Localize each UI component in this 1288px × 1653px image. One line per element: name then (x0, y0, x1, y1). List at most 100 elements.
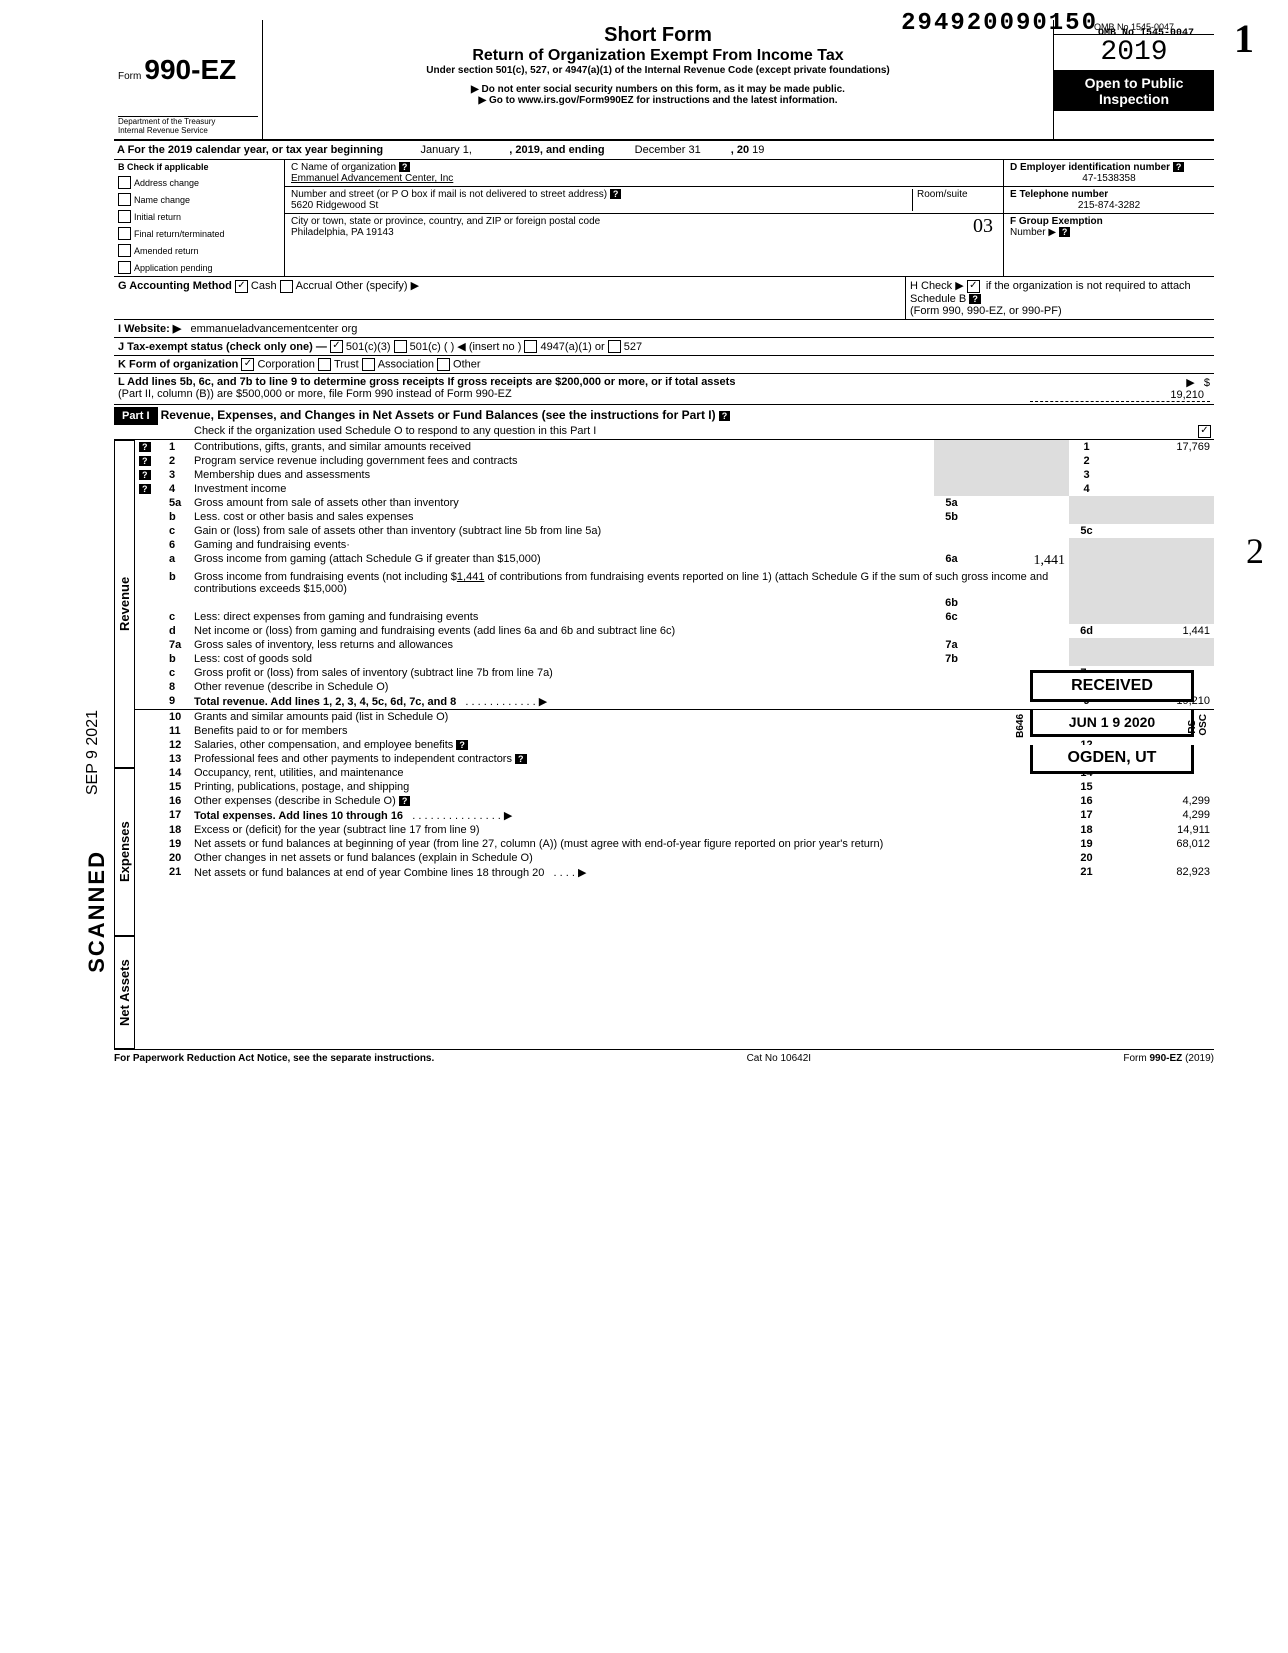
open-public-1: Open to Public (1058, 75, 1210, 91)
instruction-url: ▶ Go to www.irs.gov/Form990EZ for instru… (271, 95, 1045, 106)
line-16-value: 4,299 (1104, 794, 1214, 808)
revenue-side-label: Revenue (114, 440, 135, 768)
line-13-desc: Professional fees and other payments to … (194, 753, 512, 765)
line-18-desc: Excess or (deficit) for the year (subtra… (190, 823, 1069, 837)
expenses-side-label: Expenses (114, 768, 135, 936)
line-12-desc: Salaries, other compensation, and employ… (194, 739, 453, 751)
help-icon: ? (610, 189, 622, 199)
received-stamp: RECEIVED (1030, 670, 1194, 702)
checkbox-initial-return[interactable] (118, 210, 131, 223)
form-number: 990-EZ (144, 54, 236, 85)
help-icon: ? (399, 162, 411, 172)
scanned-stamp: SCANNED (84, 850, 110, 973)
checkbox-501c[interactable] (394, 340, 407, 353)
section-l: L Add lines 5b, 6c, and 7b to line 9 to … (114, 374, 1026, 404)
room-suite-label: Room/suite (912, 189, 997, 211)
checkbox-name-change[interactable] (118, 193, 131, 206)
city-label: City or town, state or province, country… (291, 216, 600, 227)
help-icon: ? (1059, 227, 1071, 237)
ein-value: 47-1538358 (1010, 173, 1208, 184)
netassets-side-label: Net Assets (114, 936, 135, 1049)
line-8-desc: Other revenue (describe in Schedule O) (190, 680, 1069, 694)
help-icon: ? (969, 294, 981, 304)
line-6c-desc: Less: direct expenses from gaming and fu… (190, 610, 934, 624)
line-6d-desc: Net income or (loss) from gaming and fun… (190, 624, 1069, 638)
line-21-desc: Net assets or fund balances at end of ye… (194, 867, 544, 879)
received-date-stamp: B646 JUN 1 9 2020 RS-OSC (1030, 710, 1194, 737)
line-6b-desc: Gross income from fundraising events (no… (190, 570, 1069, 596)
section-i: I Website: ▶ emmanueladvancementcenter o… (114, 320, 1214, 337)
title-main: Return of Organization Exempt From Incom… (271, 47, 1045, 65)
line-a-tax-year: A For the 2019 calendar year, or tax yea… (114, 141, 1214, 160)
checkbox-pending[interactable] (118, 261, 131, 274)
street-address: 5620 Ridgewood St (291, 200, 378, 211)
city-state-zip: Philadelphia, PA 19143 (291, 227, 394, 238)
help-icon: ? (719, 411, 731, 421)
open-public-2: Inspection (1058, 91, 1210, 107)
line-19-desc: Net assets or fund balances at beginning… (190, 837, 1069, 851)
line-6a-desc: Gross income from gaming (attach Schedul… (190, 552, 934, 570)
checkbox-address-change[interactable] (118, 176, 131, 189)
section-k: K Form of organization Corporation Trust… (114, 356, 1214, 373)
page-number-stamp: 1 (1234, 15, 1254, 62)
document-locator-number: 294920090150OMB No 1545-0047 (901, 10, 1194, 39)
line-19-value: 68,012 (1104, 837, 1214, 851)
section-h: H Check ▶ if the organization is not req… (905, 277, 1214, 319)
line-9-desc: Total revenue. Add lines 1, 2, 3, 4, 5c,… (194, 696, 456, 708)
section-g: G Accounting Method Cash Accrual Other (… (114, 277, 905, 319)
line-7a-desc: Gross sales of inventory, less returns a… (190, 638, 934, 652)
line-1-desc: Contributions, gifts, grants, and simila… (190, 440, 934, 454)
help-icon: ? (399, 796, 411, 806)
checkbox-corporation[interactable] (241, 358, 254, 371)
checkbox-trust[interactable] (318, 358, 331, 371)
checkbox-association[interactable] (362, 358, 375, 371)
line-4-desc: Investment income (190, 482, 934, 496)
footer-catalog: Cat No 10642I (747, 1053, 812, 1064)
line-15-desc: Printing, publications, postage, and shi… (190, 780, 1069, 794)
section-e-label: E Telephone number (1010, 189, 1108, 200)
checkbox-other-org[interactable] (437, 358, 450, 371)
section-c-label: C Name of organization (291, 162, 396, 173)
line-11-desc: Benefits paid to or for members (190, 724, 1069, 738)
instruction-ssn: ▶ Do not enter social security numbers o… (271, 84, 1045, 95)
line-5b-desc: Less. cost or other basis and sales expe… (190, 510, 934, 524)
ogden-stamp: OGDEN, UT (1030, 745, 1194, 774)
checkbox-schedule-o[interactable] (1198, 425, 1211, 438)
phone-value: 215-874-3282 (1010, 200, 1208, 211)
checkbox-cash[interactable] (235, 280, 248, 293)
checkbox-amended[interactable] (118, 244, 131, 257)
line-3-desc: Membership dues and assessments (190, 468, 934, 482)
gross-receipts-value: 19,210 (1030, 389, 1210, 402)
part-1-table: ?1Contributions, gifts, grants, and simi… (135, 440, 1214, 880)
line-6d-value: 1,441 (1104, 624, 1214, 638)
checkbox-final-return[interactable] (118, 227, 131, 240)
section-f-label: F Group Exemption (1010, 216, 1103, 227)
checkbox-501c3[interactable] (330, 340, 343, 353)
title-under: Under section 501(c), 527, or 4947(a)(1)… (271, 65, 1045, 76)
line-16-desc: Other expenses (describe in Schedule O) (194, 795, 396, 807)
line-20-desc: Other changes in net assets or fund bala… (190, 851, 1069, 865)
checkbox-accrual[interactable] (280, 280, 293, 293)
line-5a-desc: Gross amount from sale of assets other t… (190, 496, 934, 510)
line-7b-desc: Less: cost of goods sold (190, 652, 934, 666)
line-18-value: 14,911 (1104, 823, 1214, 837)
entity-info-block: B Check if applicable Address change Nam… (114, 160, 1214, 277)
addr-label: Number and street (or P O box if mail is… (291, 189, 607, 200)
line-7c-desc: Gross profit or (loss) from sales of inv… (190, 666, 1069, 680)
form-prefix: Form (118, 71, 141, 82)
checkbox-4947[interactable] (524, 340, 537, 353)
section-b: B Check if applicable Address change Nam… (114, 160, 285, 276)
line-2-desc: Program service revenue including govern… (190, 454, 934, 468)
handwritten-03: 03 (973, 215, 993, 238)
help-icon: ? (456, 740, 468, 750)
margin-annotation-2: 2 (1246, 530, 1264, 572)
website-value: emmanueladvancementcenter org (190, 323, 357, 335)
checkbox-527[interactable] (608, 340, 621, 353)
page-footer: For Paperwork Reduction Act Notice, see … (114, 1049, 1214, 1064)
checkbox-schedule-b[interactable] (967, 280, 980, 293)
help-icon: ? (1173, 162, 1185, 172)
line-6a-value: 1,441 (969, 552, 1069, 570)
line-10-desc: Grants and similar amounts paid (list in… (190, 710, 1069, 725)
form-page: 294920090150OMB No 1545-0047 1 2 SCANNED… (114, 20, 1214, 1064)
part-1-header: Part I Revenue, Expenses, and Changes in… (114, 405, 1214, 440)
